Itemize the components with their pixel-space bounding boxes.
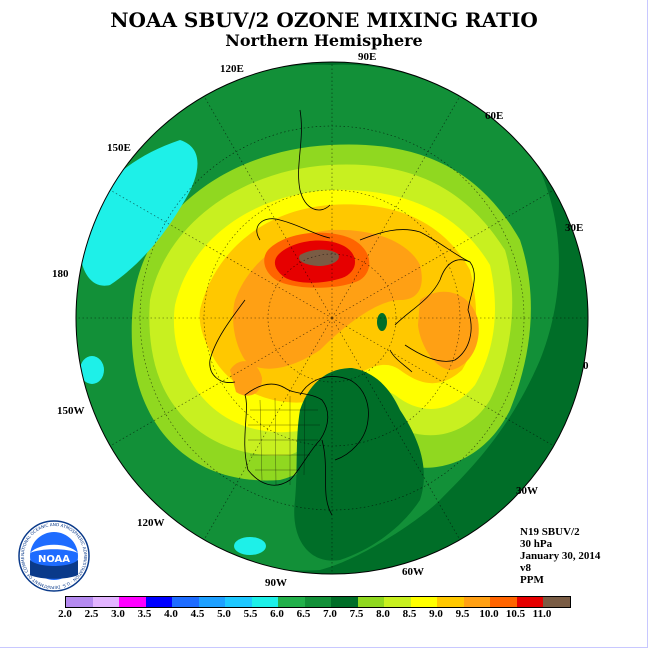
colorbar-swatch: [66, 597, 93, 607]
info-block: N19 SBUV/2 30 hPa January 30, 2014 v8 PP…: [520, 526, 600, 586]
colorbar-tick-label: 5.0: [217, 608, 231, 620]
colorbar-tick-label: 5.5: [243, 608, 258, 620]
colorbar-swatch: [145, 597, 172, 607]
colorbar-swatch: [384, 597, 411, 607]
colorbar-swatch: [543, 597, 570, 607]
colorbar-swatch: [357, 597, 384, 607]
lon-label-0: 0: [583, 360, 589, 372]
info-units: PPM: [520, 574, 544, 586]
state-grid: [248, 396, 320, 486]
colorbar-swatch: [92, 597, 119, 607]
colorbar-tick-label: 8.5: [402, 608, 417, 620]
colorbar-tick-label: 10.5: [505, 608, 526, 620]
colorbar-tick-label: 10.0: [479, 608, 499, 620]
lon-label-60e: 60E: [485, 110, 504, 122]
lon-label-30e: 30E: [565, 222, 584, 234]
lon-label-150w: 150W: [57, 405, 85, 417]
band-11-0: [299, 249, 339, 266]
colorbar-tick-label: 4.0: [164, 608, 178, 620]
info-level: 30 hPa: [520, 538, 553, 550]
colorbar-tick-label: 6.0: [270, 608, 284, 620]
colorbar-swatch: [516, 597, 543, 607]
map-subtitle: Northern Hemisphere: [225, 31, 423, 50]
colorbar: [65, 596, 571, 608]
colorbar-tick-label: 11.0: [532, 608, 552, 620]
map-boundary: [75, 61, 589, 575]
colorbar-tick-label: 3.5: [137, 608, 152, 620]
colorbar-tick-label: 6.5: [296, 608, 311, 620]
polar-low-trough: [294, 368, 424, 561]
colorbar-swatch: [119, 597, 146, 607]
info-version: v8: [520, 562, 531, 574]
colorbar-swatch: [304, 597, 331, 607]
colorbar-swatch: [490, 597, 517, 607]
colorbar-swatch: [251, 597, 278, 607]
colorbar-swatch: [172, 597, 199, 607]
colorbar-tick-label: 2.5: [84, 608, 99, 620]
lon-label-150e: 150E: [107, 142, 131, 154]
lon-label-120w: 120W: [137, 517, 165, 529]
colorbar-tick-label: 9.0: [429, 608, 443, 620]
lon-label-90e: 90E: [358, 51, 377, 63]
colorbar-tick-label: 7.0: [323, 608, 337, 620]
colorbar-tick-label: 9.5: [455, 608, 470, 620]
colorbar-tick-label: 8.0: [376, 608, 390, 620]
band-6-0-spot-b: [234, 537, 266, 555]
info-date: January 30, 2014: [520, 550, 601, 562]
colorbar-swatch: [278, 597, 305, 607]
lon-label-120e: 120E: [220, 63, 244, 75]
lon-label-30w: 30W: [516, 485, 538, 497]
colorbar-tick-label: 7.5: [349, 608, 364, 620]
colorbar-swatch: [225, 597, 252, 607]
map-title: NOAA SBUV/2 OZONE MIXING RATIO: [110, 8, 538, 32]
colorbar-tick-label: 4.5: [190, 608, 205, 620]
noaa-logo: NATIONAL OCEANIC AND ATMOSPHERIC ADMINIS…: [18, 520, 90, 592]
colorbar-swatch: [463, 597, 490, 607]
colorbar-tick-label: 3.0: [111, 608, 125, 620]
coastlines: [209, 109, 475, 516]
colorbar-tick-label: 2.0: [58, 608, 72, 620]
colorbar-swatch: [437, 597, 464, 607]
band-9-5-east: [418, 291, 479, 370]
graticule: [76, 62, 588, 574]
lon-label-60w: 60W: [402, 566, 424, 578]
info-satellite: N19 SBUV/2: [520, 526, 580, 538]
logo-wordmark: NOAA: [38, 554, 70, 565]
band-9-5-west: [230, 361, 262, 396]
band-6-0-west: [79, 140, 198, 286]
lon-label-180: 180: [52, 268, 69, 280]
colorbar-labels: 2.0 2.5 3.0 3.5 4.0 4.5 5.0 5.5 6.0 6.5 7.0 7.5 8.0 8…: [0, 608, 647, 622]
lon-label-90w: 90W: [265, 577, 287, 589]
band-7-0-spot-east: [377, 313, 387, 331]
logo-bird: [30, 544, 78, 553]
colorbar-swatch: [410, 597, 437, 607]
colorbar-swatch: [198, 597, 225, 607]
colorbar-swatch: [331, 597, 358, 607]
band-6-0-spot-a: [80, 356, 104, 384]
